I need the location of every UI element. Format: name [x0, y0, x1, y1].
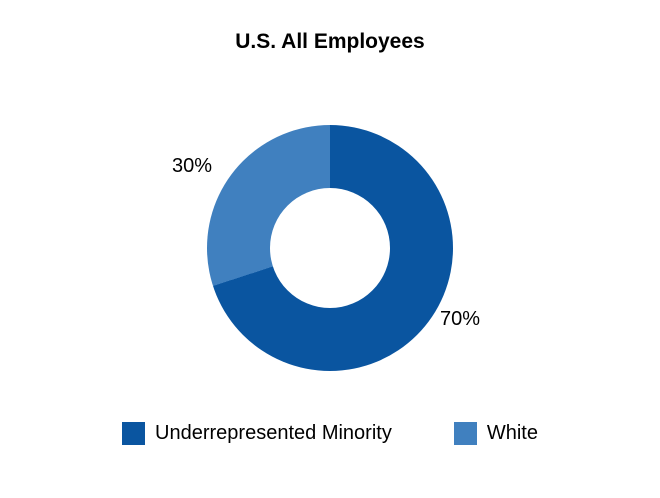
legend-swatch-underrepresented-minority: [122, 422, 146, 445]
legend-label-white: White: [486, 422, 538, 444]
chart-title: U.S. All Employees: [235, 30, 425, 53]
legend-item-white: White: [453, 422, 538, 445]
legend-swatch-white: [453, 422, 477, 445]
data-label-white: 30%: [172, 155, 213, 177]
data-label-underrepresented-minority: 70%: [440, 308, 481, 330]
legend-label-underrepresented-minority: Underrepresented Minority: [155, 422, 392, 444]
chart-legend: Underrepresented Minority White: [0, 422, 660, 445]
donut-hole: [270, 188, 390, 308]
donut-chart: [207, 125, 453, 371]
legend-item-underrepresented-minority: Underrepresented Minority: [122, 422, 392, 445]
